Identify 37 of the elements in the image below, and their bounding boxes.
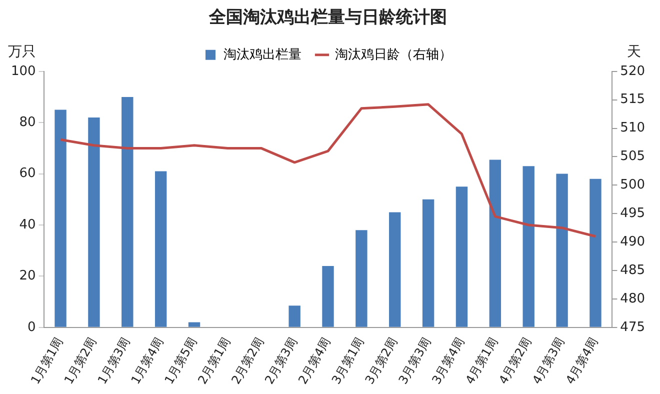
y-tick-label: 80 — [19, 114, 36, 130]
y-axis-title: 万只 — [8, 44, 36, 60]
y2-tick-label: 485 — [620, 262, 646, 278]
y2-axis-title: 天 — [627, 44, 641, 60]
bar — [456, 186, 468, 327]
y-tick-label: 20 — [19, 268, 36, 284]
y2-tick-label: 505 — [620, 149, 646, 164]
y-tick-label: 0 — [28, 320, 36, 335]
bar — [122, 97, 134, 327]
bar — [288, 306, 300, 327]
y2-tick-label: 490 — [620, 234, 646, 250]
bar — [188, 322, 200, 327]
y2-tick-label: 495 — [620, 206, 646, 221]
y-tick-label: 40 — [19, 217, 36, 232]
y-tick-label: 60 — [19, 166, 36, 182]
y-tick-label: 100 — [10, 64, 36, 79]
bar — [556, 174, 568, 327]
bar — [154, 171, 167, 327]
y2-tick-label: 520 — [620, 64, 646, 79]
y2-tick-label: 475 — [620, 320, 646, 335]
bar — [422, 199, 434, 327]
bar — [322, 266, 334, 327]
bar — [88, 117, 100, 327]
y2-tick-label: 510 — [620, 120, 646, 136]
bar — [389, 212, 401, 327]
bar — [489, 160, 502, 327]
y2-tick-label: 515 — [620, 92, 646, 108]
chart-title: 全国淘汰鸡出栏量与日龄统计图 — [208, 8, 447, 28]
x-tick-label: 1月第1周 — [28, 335, 66, 386]
y2-tick-label: 500 — [620, 178, 646, 193]
bar — [522, 166, 534, 327]
y2-tick-label: 480 — [620, 291, 646, 306]
bar — [590, 178, 602, 327]
legend-label: 淘汰鸡日龄（右轴） — [335, 47, 452, 62]
bar — [54, 110, 66, 327]
bar — [356, 230, 368, 327]
legend-label: 淘汰鸡出栏量 — [224, 47, 302, 62]
